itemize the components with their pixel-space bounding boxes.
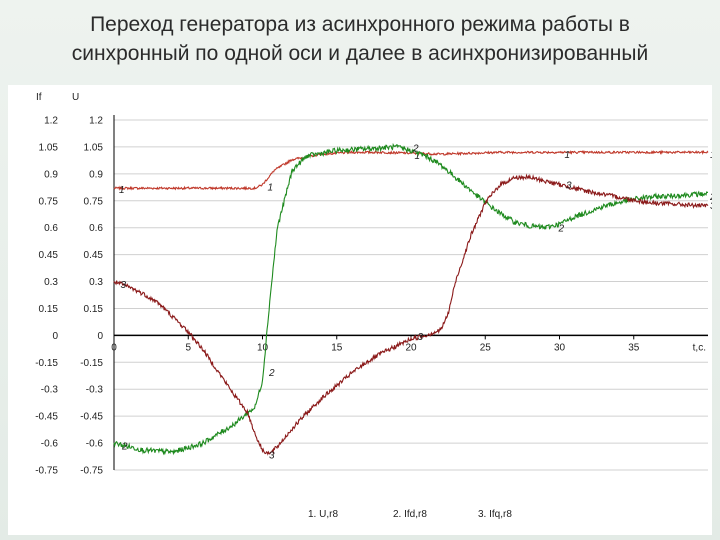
series-marker-2: 2 [412, 144, 419, 155]
y-tick-label-right: 1.05 [84, 142, 104, 153]
series-marker-1: 1 [414, 151, 420, 162]
y-tick-label-left: 1.2 [44, 116, 58, 127]
series-marker-1: 1 [267, 182, 273, 193]
series-marker-1: 1 [564, 150, 570, 161]
y-tick-label-right: 0.9 [89, 169, 103, 180]
series-marker-1: 1 [119, 185, 125, 196]
series-line-3 [113, 173, 709, 456]
x-tick-label: 0 [111, 342, 117, 353]
x-tick-label: 15 [331, 342, 343, 353]
x-tick-label: 20 [405, 342, 417, 353]
x-tick-label: 30 [554, 342, 566, 353]
y-tick-label-right: 1.2 [89, 116, 103, 127]
y-tick-label-left: -0.3 [41, 385, 59, 396]
y-axis-header-right: U [72, 92, 79, 103]
y-tick-label-left: -0.75 [35, 466, 58, 477]
y-tick-label-left: 0.3 [44, 277, 58, 288]
x-tick-label: 5 [185, 342, 191, 353]
line-chart: 1.2 1.2 1.05 1.05 0.9 0.9 0.75 0.75 0.6 0.6 0.45 0.… [35, 92, 712, 520]
legend-entry-3: 3. Ifq,r8 [478, 509, 512, 520]
series-marker-3: 3 [417, 332, 423, 343]
y-tick-label-right: -0.75 [80, 466, 103, 477]
series-marker-2: 2 [709, 192, 712, 203]
series-marker-3: 3 [120, 280, 126, 291]
x-tick-label: 35 [628, 342, 640, 353]
y-tick-label-left: -0.45 [35, 412, 58, 423]
chart-panel: 1.2 1.2 1.05 1.05 0.9 0.9 0.75 0.75 0.6 0.6 0.45 0.… [8, 85, 712, 535]
series-marker-3: 3 [566, 181, 572, 192]
x-tick-label: 25 [480, 342, 492, 353]
series-marker-2: 2 [268, 368, 275, 379]
y-tick-label-right: -0.45 [80, 412, 103, 423]
y-tick-label-left: -0.15 [35, 358, 58, 369]
y-tick-label-left: -0.6 [41, 439, 59, 450]
y-axis-header-left: If [36, 92, 42, 103]
y-tick-label-right: 0.45 [84, 250, 104, 261]
y-tick-label-right: 0.15 [84, 304, 104, 315]
x-axis-label: t,c. [693, 342, 706, 353]
series-marker-2: 2 [121, 442, 128, 453]
series-line-2 [113, 142, 709, 456]
y-tick-label-left: 0.15 [39, 304, 59, 315]
slide-title: Переход генератора из асинхронного режим… [0, 10, 720, 68]
title-line-1: Переход генератора из асинхронного режим… [90, 13, 630, 36]
series-marker-3: 3 [269, 451, 275, 462]
y-tick-label-right: -0.15 [80, 358, 103, 369]
legend-entry-1: 1. U,r8 [308, 509, 338, 520]
y-tick-label-right: 0.6 [89, 223, 103, 234]
y-tick-label-left: 0.9 [44, 169, 58, 180]
y-tick-label-right: 0.3 [89, 277, 103, 288]
y-tick-label-right: 0.75 [84, 196, 104, 207]
series-marker-2: 2 [558, 224, 565, 235]
title-line-2: синхронный по одной оси и далее в асинхр… [71, 42, 649, 65]
y-tick-label-left: 0 [52, 331, 58, 342]
legend-entry-2: 2. Ifd,r8 [393, 509, 427, 520]
series-marker-3: 3 [710, 201, 712, 212]
x-tick-label: 10 [257, 342, 269, 353]
y-tick-label-left: 0.6 [44, 223, 58, 234]
series-line-1 [113, 149, 709, 191]
y-tick-label-right: 0 [97, 331, 103, 342]
y-tick-label-right: -0.6 [86, 439, 104, 450]
y-tick-label-right: -0.3 [86, 385, 104, 396]
y-tick-label-left: 1.05 [39, 142, 59, 153]
series-marker-1: 1 [710, 150, 712, 161]
y-tick-label-left: 0.45 [39, 250, 59, 261]
y-tick-label-left: 0.75 [39, 196, 59, 207]
